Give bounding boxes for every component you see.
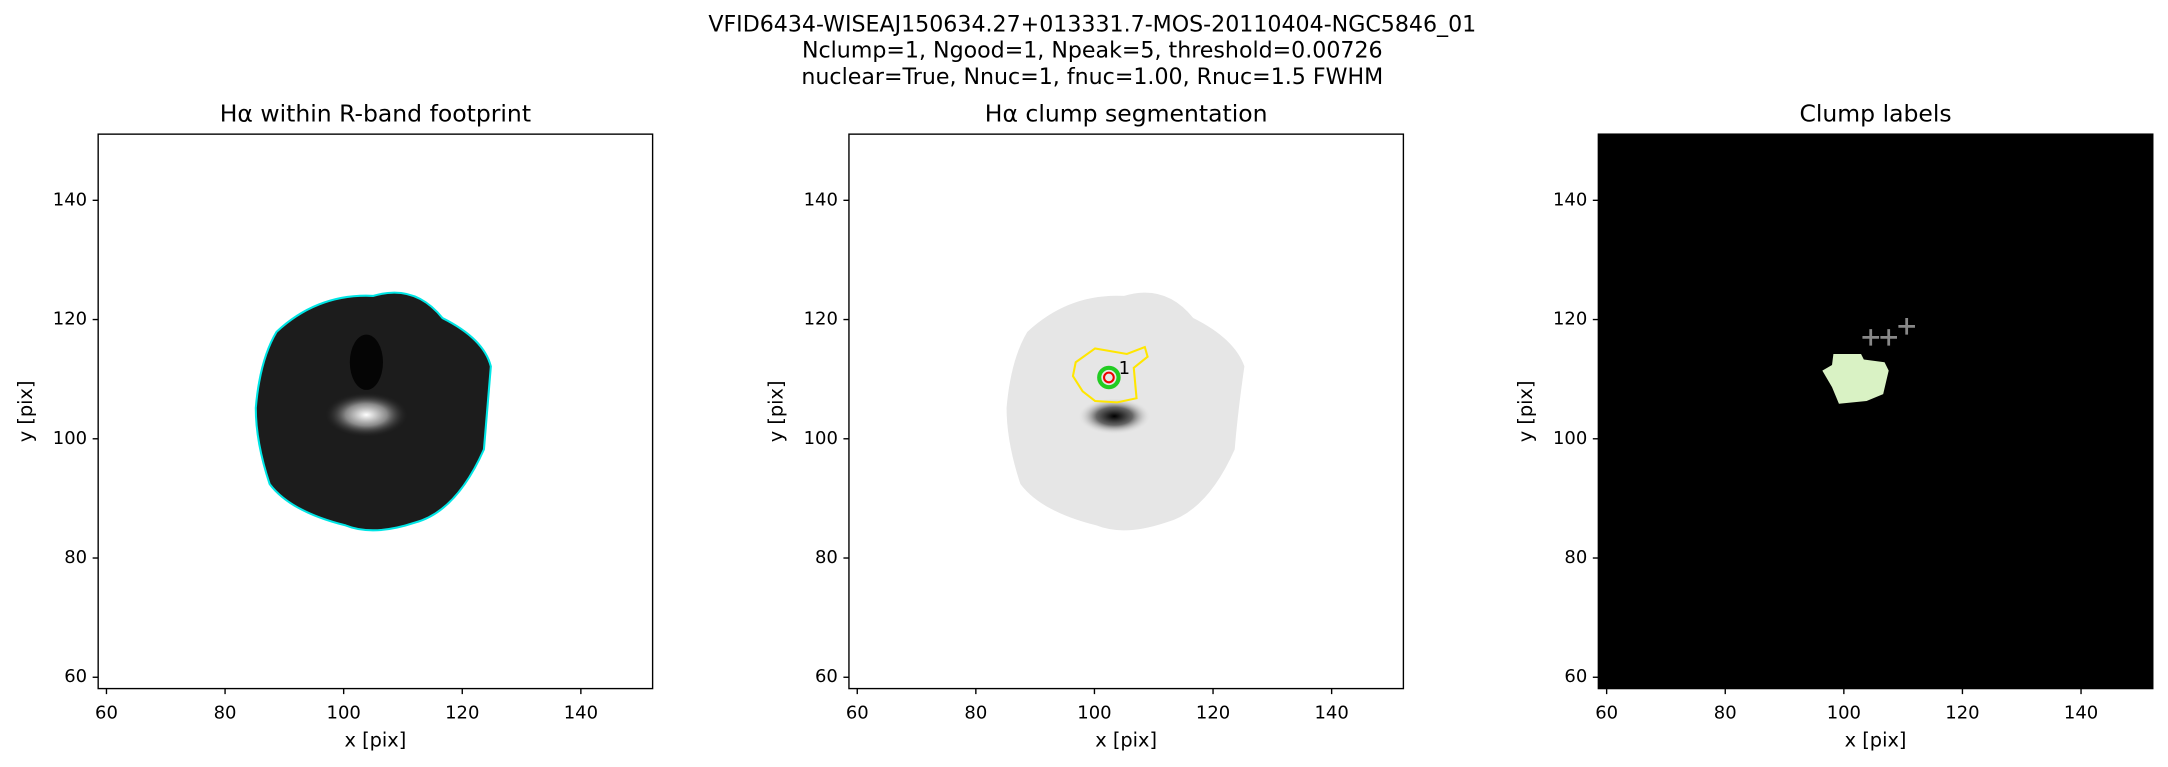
suptitle: VFID6434-WISEAJ150634.27+013331.7-MOS-20…	[708, 11, 1476, 37]
x-tick-label: 60	[1595, 702, 1618, 723]
y-axis-label: y [pix]	[1514, 380, 1537, 442]
axes-frame	[1597, 133, 2154, 690]
x-axis-label: x [pix]	[344, 729, 406, 752]
y-tick-label: 80	[64, 547, 87, 568]
y-tick-label: 60	[815, 666, 838, 687]
y-tick-label: 140	[1553, 189, 1587, 210]
y-tick-label: 80	[815, 547, 838, 568]
y-tick-label: 140	[804, 189, 838, 210]
x-tick-label: 120	[445, 702, 479, 723]
y-tick-label: 80	[1564, 547, 1587, 568]
x-tick-label: 100	[1827, 702, 1861, 723]
panel-title: Hα within R-band footprint	[220, 99, 531, 127]
y-tick-label: 60	[64, 666, 87, 687]
x-axis-label: x [pix]	[1845, 729, 1907, 752]
image	[254, 291, 492, 532]
image	[1006, 292, 1245, 531]
x-tick-label: 100	[1077, 702, 1111, 723]
y-tick-label: 100	[804, 428, 838, 449]
axes-frame	[97, 133, 654, 690]
y-tick-label: 140	[53, 189, 87, 210]
x-tick-label: 60	[95, 702, 118, 723]
y-tick-label: 120	[1553, 309, 1587, 330]
x-tick-label: 120	[1945, 702, 1979, 723]
y-axis-label: y [pix]	[14, 380, 37, 442]
panel-title: Clump labels	[1799, 99, 1951, 127]
suptitle: Nclump=1, Ngood=1, Npeak=5, threshold=0.…	[802, 38, 1383, 64]
suptitle: nuclear=True, Nnuc=1, fnuc=1.00, Rnuc=1.…	[801, 64, 1383, 90]
y-tick-label: 100	[1553, 428, 1587, 449]
x-tick-label: 140	[564, 702, 598, 723]
x-tick-label: 120	[1196, 702, 1230, 723]
image	[1598, 134, 2153, 689]
x-axis-label: x [pix]	[1095, 729, 1157, 752]
axes-frame	[848, 133, 1405, 690]
y-axis-label: y [pix]	[765, 380, 788, 442]
x-tick-label: 80	[214, 702, 237, 723]
x-tick-label: 80	[964, 702, 987, 723]
x-tick-label: 60	[846, 702, 869, 723]
y-tick-label: 120	[53, 309, 87, 330]
x-tick-label: 140	[2064, 702, 2098, 723]
y-tick-label: 100	[53, 428, 87, 449]
x-tick-label: 140	[1314, 702, 1348, 723]
panel-title: Hα clump segmentation	[985, 99, 1268, 127]
annotation: 1	[1119, 358, 1130, 379]
x-tick-label: 80	[1714, 702, 1737, 723]
x-tick-label: 100	[327, 702, 361, 723]
y-tick-label: 60	[1564, 666, 1587, 687]
y-tick-label: 120	[804, 309, 838, 330]
